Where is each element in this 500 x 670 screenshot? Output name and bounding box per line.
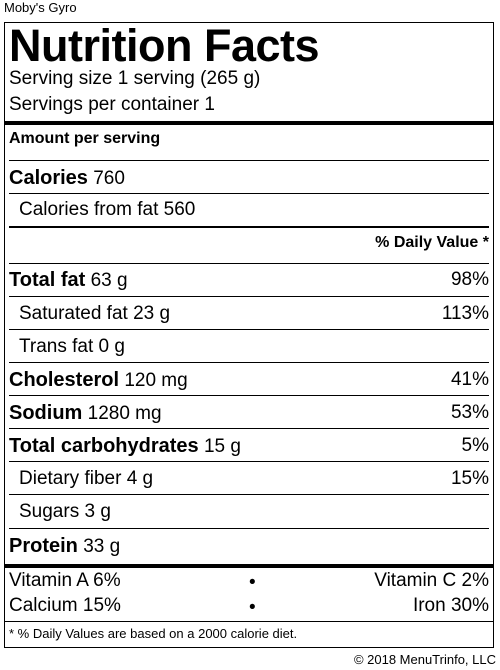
nutrient-amount: 120 mg [124, 370, 188, 391]
divider-medium [9, 226, 489, 228]
nutrient-amount: 4 g [126, 468, 154, 489]
divider [9, 193, 489, 194]
nutrient-amount: 3 g [84, 501, 111, 522]
vitamin-right: Iron 30% [412, 595, 489, 616]
copyright: © 2018 MenuTrinfo, LLC [353, 652, 496, 667]
nutrient-label: Trans fat [19, 336, 94, 357]
calories-from-fat: Calories from fat 560 [19, 199, 196, 220]
nutrient-dv: 5% [461, 435, 489, 456]
daily-value-header: % Daily Value * [375, 234, 489, 251]
nutrient-row-sugars: Sugars 3 g [19, 500, 489, 524]
divider [9, 362, 489, 363]
divider [5, 621, 493, 622]
divider-thick [5, 121, 493, 125]
nutrient-amount: 1280 mg [87, 403, 162, 424]
nutrient-row-saturated-fat: Saturated fat 23 g 113% [19, 302, 489, 326]
vitamin-right: Vitamin C 2% [374, 570, 489, 591]
servings-per-container: Servings per container 1 [9, 94, 215, 115]
nutrient-row-trans-fat: Trans fat 0 g [19, 335, 489, 359]
bullet-separator: • [249, 572, 256, 593]
amount-per-serving: Amount per serving [9, 130, 161, 147]
vitamin-left: Calcium 15% [9, 595, 121, 616]
nutrient-row-sodium: Sodium 1280 mg 53% [9, 401, 489, 426]
divider [9, 160, 489, 161]
nutrient-row-total-carbohydrates: Total carbohydrates 15 g 5% [9, 434, 489, 459]
nutrient-dv: 41% [450, 369, 489, 390]
nutrient-dv: 15% [450, 468, 489, 489]
nutrient-label: Cholesterol [9, 369, 120, 391]
nutrient-amount: 23 g [133, 303, 171, 324]
nutrient-label: Protein [9, 535, 78, 557]
nutrition-label: Nutrition Facts Serving size 1 serving (… [4, 22, 494, 648]
divider-thick [5, 564, 493, 568]
divider [9, 461, 489, 462]
footnote: * % Daily Values are based on a 2000 cal… [9, 626, 298, 641]
calories-row: Calories 760 [9, 166, 489, 191]
nutrient-row-protein: Protein 33 g [9, 534, 489, 559]
nutrient-label: Saturated fat [19, 303, 128, 324]
nutrient-amount: 63 g [90, 270, 128, 291]
nutrient-dv: 98% [450, 269, 489, 290]
nutrient-label: Total fat [9, 269, 86, 291]
divider [9, 395, 489, 396]
restaurant-name: Moby's Gyro [4, 0, 77, 15]
serving-size: Serving size 1 serving (265 g) [9, 68, 261, 89]
vitamin-left: Vitamin A 6% [9, 570, 121, 591]
bullet-separator: • [249, 597, 256, 618]
vitamin-row: Vitamin A 6% Vitamin C 2% [9, 569, 489, 593]
nutrient-amount: 15 g [203, 436, 241, 457]
nutrient-label: Total carbohydrates [9, 435, 199, 457]
nutrient-amount: 33 g [83, 536, 121, 557]
nutrient-label: Sodium [9, 402, 83, 424]
calories-value: 760 [93, 168, 125, 189]
divider [9, 329, 489, 330]
label-title: Nutrition Facts [9, 20, 320, 71]
divider [9, 296, 489, 297]
vitamin-row: Calcium 15% Iron 30% [9, 594, 489, 618]
nutrient-label: Sugars [19, 501, 80, 522]
nutrient-row-dietary-fiber: Dietary fiber 4 g 15% [19, 467, 489, 491]
calories-label: Calories [9, 167, 88, 189]
nutrient-dv: 113% [441, 303, 489, 324]
nutrient-dv: 53% [450, 402, 489, 423]
nutrient-row-cholesterol: Cholesterol 120 mg 41% [9, 368, 489, 393]
divider [9, 494, 489, 495]
divider [9, 263, 489, 264]
divider [9, 528, 489, 529]
nutrient-amount: 0 g [98, 336, 125, 357]
divider [9, 428, 489, 429]
nutrient-row-total-fat: Total fat 63 g 98% [9, 268, 489, 293]
nutrient-label: Dietary fiber [19, 468, 122, 489]
